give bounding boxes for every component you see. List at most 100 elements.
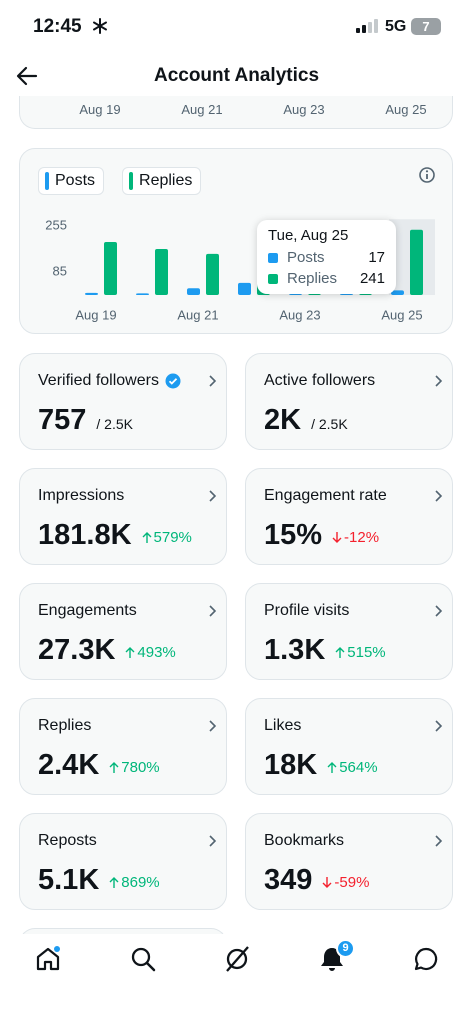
- stat-value-text: 27.3K: [38, 634, 116, 666]
- network-label: 5G: [385, 18, 407, 35]
- info-icon[interactable]: [418, 166, 436, 184]
- tooltip-swatch: [268, 274, 278, 284]
- bottom-nav: 9: [0, 934, 473, 1024]
- bar: [136, 293, 149, 295]
- chevron-path: [209, 605, 217, 617]
- chevron: [209, 720, 217, 732]
- header-title: Account Analytics: [153, 65, 320, 86]
- trend-arrow: [125, 647, 135, 658]
- stat-title-text: Likes: [264, 717, 302, 734]
- notification-badge: 9: [336, 939, 355, 958]
- stat-value-text: 2K: [264, 404, 302, 436]
- snowflake-icon: [93, 18, 107, 34]
- tooltip-label: Posts: [287, 249, 325, 266]
- y-tick-label: 255: [45, 217, 67, 232]
- x-tick-label: Aug 21: [177, 307, 218, 322]
- chevron-path: [435, 605, 443, 617]
- stat-card[interactable]: Reposts 5.1K 869%: [19, 813, 227, 910]
- legend: Posts Replies: [38, 167, 202, 195]
- trend-arrow: [109, 877, 119, 888]
- stat-title: Engagements: [38, 602, 137, 620]
- stat-change-text: 493%: [137, 644, 176, 661]
- stat-value: 5.1K 869%: [38, 864, 160, 897]
- stat-change: 869%: [109, 874, 160, 891]
- trend-arrow: [335, 647, 345, 658]
- stat-value-text: 181.8K: [38, 519, 132, 551]
- stat-card[interactable]: Engagement rate 15% -12%: [245, 468, 453, 565]
- stat-total: / 2.5K: [311, 416, 348, 432]
- stat-change-text: 780%: [121, 759, 160, 776]
- stat-value-text: 349: [264, 864, 313, 896]
- chart-card: Posts Replies 85 255 Aug 19 Aug 21 Aug 23 Aug …: [19, 148, 453, 334]
- stat-title: Reposts: [38, 832, 97, 850]
- tooltip-swatch: [268, 253, 278, 263]
- stat-change: 780%: [109, 759, 160, 776]
- stat-value-text: 15%: [264, 519, 323, 551]
- trend-arrow: [142, 532, 152, 543]
- stat-change-text: -59%: [334, 874, 370, 891]
- stat-value: 349 -59%: [264, 864, 369, 897]
- chevron: [435, 835, 443, 847]
- stat-title-text: Active followers: [264, 372, 376, 389]
- stat-card[interactable]: Active followers 2K / 2.5K: [245, 353, 453, 450]
- arrow-path: [335, 647, 345, 658]
- x-tick-label: Aug 23: [279, 307, 320, 322]
- chevron-path: [209, 720, 217, 732]
- stat-card[interactable]: Replies 2.4K 780%: [19, 698, 227, 795]
- legend-item[interactable]: Posts: [38, 167, 105, 195]
- stat-title-text: Replies: [38, 717, 92, 734]
- trend-arrow: [109, 762, 119, 773]
- stat-value: 2.4K 780%: [38, 749, 160, 782]
- stat-card[interactable]: Bookmarks 349 -59%: [245, 813, 453, 910]
- bar: [104, 241, 117, 295]
- stat-card[interactable]: Impressions 181.8K 579%: [19, 468, 227, 565]
- stat-change: -12%: [332, 529, 379, 546]
- chevron-path: [209, 835, 217, 847]
- stat-card[interactable]: Profile visits 1.3K 515%: [245, 583, 453, 680]
- tooltip: Tue, Aug 25 Posts 17 Replies 241: [257, 220, 396, 294]
- search-tab[interactable]: [130, 946, 156, 972]
- bar: [155, 249, 168, 295]
- stat-value: 2K / 2.5K: [264, 404, 348, 437]
- stat-title: Verified followers: [38, 372, 181, 390]
- back-button[interactable]: [16, 66, 38, 86]
- chevron: [209, 605, 217, 617]
- stat-title: Impressions: [38, 487, 124, 505]
- x-tick-label: Aug 25: [385, 102, 427, 117]
- chevron-path: [435, 490, 443, 502]
- arrow-path: [322, 877, 332, 888]
- arrow-path: [142, 532, 152, 543]
- legend-swatch: [45, 172, 49, 190]
- home-tab[interactable]: [35, 946, 61, 972]
- stat-change-text: -12%: [344, 529, 380, 546]
- arrow-path: [327, 762, 337, 773]
- chevron: [435, 720, 443, 732]
- stat-total: / 2.5K: [96, 416, 133, 432]
- legend-item[interactable]: Replies: [122, 167, 202, 195]
- stat-value: 1.3K 515%: [264, 634, 386, 667]
- stat-card[interactable]: Verified followers 757 / 2.5K: [19, 353, 227, 450]
- chevron: [209, 490, 217, 502]
- tooltip-value: 17: [368, 249, 385, 266]
- chevron: [209, 835, 217, 847]
- y-tick-label: 85: [53, 263, 67, 278]
- stat-card[interactable]: Likes 18K 564%: [245, 698, 453, 795]
- stat-title: Replies: [38, 717, 91, 735]
- badge-check: [168, 378, 178, 385]
- chevron-path: [435, 835, 443, 847]
- bar: [391, 290, 404, 295]
- legend-swatch: [129, 172, 134, 190]
- chevron-path: [209, 490, 217, 502]
- stat-card[interactable]: Engagements 27.3K 493%: [19, 583, 227, 680]
- stat-value: 15% -12%: [264, 519, 379, 552]
- stat-title: Profile visits: [264, 602, 349, 620]
- stat-title: Engagement rate: [264, 487, 387, 505]
- stat-value-text: 757: [38, 404, 87, 436]
- stat-change: 564%: [327, 759, 378, 776]
- grok-tab[interactable]: [224, 945, 250, 973]
- stat-value-text: 5.1K: [38, 864, 100, 896]
- stat-title-text: Reposts: [38, 832, 97, 849]
- stat-value-text: 18K: [264, 749, 318, 781]
- messages-tab[interactable]: [413, 946, 439, 972]
- stat-change: 493%: [125, 644, 176, 661]
